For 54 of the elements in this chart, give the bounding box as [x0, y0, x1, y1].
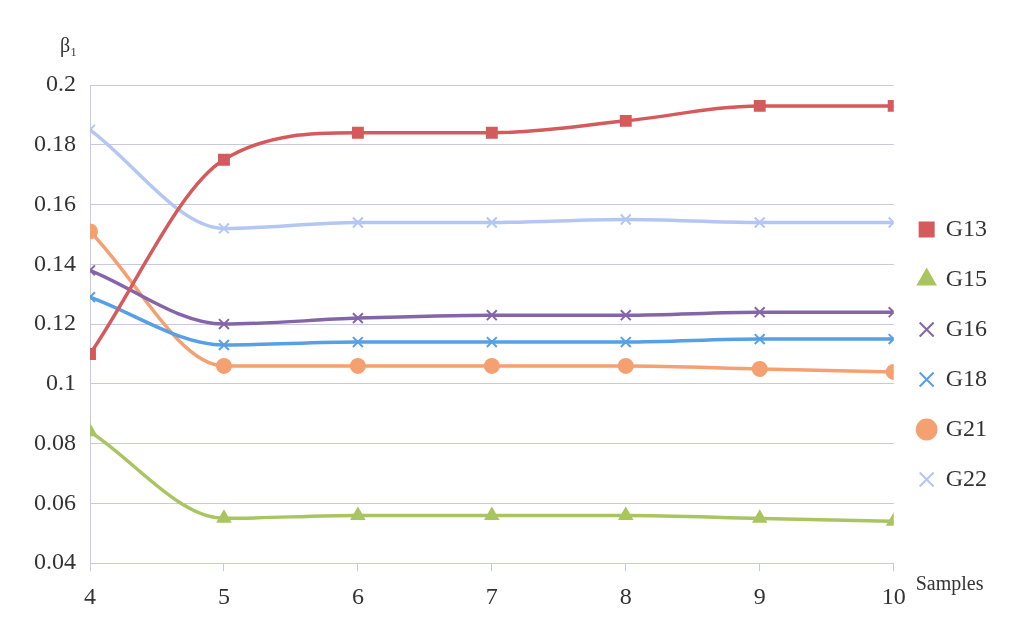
point: [218, 318, 230, 331]
x-tick-label: 8: [619, 582, 632, 609]
point: [351, 312, 364, 325]
y-tick-label: 0.04: [34, 548, 76, 575]
y-axis-title: β₁: [60, 34, 78, 58]
point: [218, 153, 230, 166]
point: [619, 309, 632, 322]
point: [752, 510, 767, 523]
point: [485, 336, 498, 348]
x-tick-label: 10: [881, 582, 906, 609]
point: [751, 360, 768, 377]
x-tick-label: 4: [84, 582, 96, 609]
y-tick-label: 0.12: [34, 309, 76, 336]
point: [351, 336, 364, 348]
x-tick-label: 7: [485, 582, 498, 609]
point: [351, 126, 364, 139]
point: [483, 357, 500, 374]
x-tick-label: 9: [753, 582, 766, 609]
y-tick-label: 0.16: [34, 189, 76, 216]
legend-label: G15: [945, 264, 988, 291]
point: [753, 99, 766, 112]
y-tick-label: 0.18: [34, 130, 76, 157]
legend-label: G21: [945, 414, 988, 441]
y-tick-label: 0.1: [46, 369, 76, 396]
point: [753, 216, 766, 229]
legend-label: G18: [945, 364, 988, 391]
x-tick-label: 6: [351, 582, 364, 609]
point: [485, 309, 498, 322]
legend-label: G13: [945, 214, 988, 241]
point: [218, 222, 230, 235]
point: [617, 357, 634, 374]
point: [753, 306, 766, 319]
point: [619, 213, 632, 226]
y-tick-label: 0.2: [46, 70, 76, 97]
point: [618, 507, 633, 520]
point: [216, 510, 232, 523]
point: [349, 357, 366, 374]
point: [350, 507, 365, 520]
x-tick-label: 5: [217, 582, 230, 609]
point: [753, 333, 766, 345]
point: [485, 126, 498, 139]
point: [619, 336, 632, 348]
point: [485, 216, 498, 229]
x-axis-title: Samples: [915, 572, 984, 596]
point: [215, 357, 232, 374]
y-tick-label: 0.14: [34, 249, 76, 276]
point: [619, 114, 632, 127]
y-tick-label: 0.06: [34, 488, 76, 515]
y-tick-label: 0.08: [34, 428, 76, 455]
point: [484, 507, 499, 520]
point: [351, 216, 364, 229]
legend-label: G16: [945, 314, 988, 341]
legend-label: G22: [945, 464, 988, 491]
point: [218, 339, 230, 351]
